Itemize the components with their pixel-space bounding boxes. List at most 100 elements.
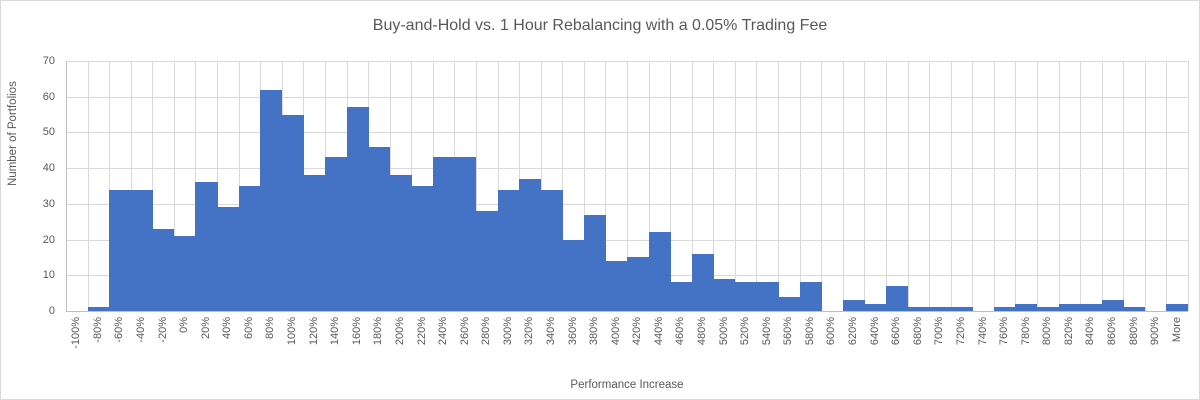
bar (734, 282, 757, 311)
gridline-vertical (152, 61, 154, 311)
bar (540, 189, 563, 311)
x-tick-label: 440% (652, 317, 665, 346)
x-tick-label: 420% (631, 317, 644, 346)
x-axis-title: Performance Increase (570, 379, 684, 391)
gridline-vertical (821, 61, 823, 311)
x-tick-label: 360% (566, 317, 579, 346)
y-tick-label: 60 (42, 90, 55, 103)
bar (950, 307, 973, 311)
x-tick-label: 280% (480, 317, 493, 346)
x-tick-label: 860% (1105, 317, 1118, 346)
bar (1015, 303, 1038, 311)
gridline-vertical (756, 61, 758, 311)
bar (195, 182, 218, 311)
bar (648, 232, 671, 311)
x-tick-label: 740% (976, 317, 989, 346)
bar (713, 278, 736, 311)
x-tick-label: 480% (696, 317, 709, 346)
gridline-vertical (1166, 61, 1168, 311)
bar (238, 186, 261, 311)
x-tick-label: 520% (739, 317, 752, 346)
bar (475, 211, 499, 311)
x-tick-label: -100% (70, 317, 83, 349)
bar (411, 186, 434, 311)
x-tick-label: 400% (609, 317, 622, 346)
x-tick-label: 780% (1019, 317, 1032, 346)
bar (799, 282, 822, 311)
gridline-vertical (713, 61, 715, 311)
gridline-vertical (1144, 61, 1146, 311)
bar (217, 207, 240, 311)
bar (929, 307, 952, 311)
x-tick-label: 560% (782, 317, 795, 346)
gridline-vertical (1101, 61, 1103, 311)
x-tick-label: 680% (911, 317, 924, 346)
gridline-vertical (540, 61, 542, 311)
bar (346, 107, 369, 311)
x-tick-label: 800% (1041, 317, 1054, 346)
gridline-vertical (173, 61, 175, 311)
bar (756, 282, 779, 311)
bar (1123, 307, 1146, 311)
x-tick-label: -20% (156, 317, 169, 343)
bar (454, 157, 477, 311)
y-tick-label: 20 (42, 233, 55, 246)
x-tick-label: 220% (415, 317, 428, 346)
x-tick-label: 380% (588, 317, 601, 346)
gridline-vertical (691, 61, 693, 311)
y-tick-label: 10 (42, 269, 55, 282)
bar (303, 175, 326, 311)
x-tick-label: 80% (264, 317, 277, 340)
y-axis-line (66, 61, 67, 311)
x-tick-label: 260% (458, 317, 471, 346)
bar (864, 303, 887, 311)
bar (519, 178, 542, 311)
x-tick-label: 20% (199, 317, 212, 340)
x-tick-label: 700% (933, 317, 946, 346)
x-tick-label: -60% (113, 317, 126, 343)
bar (691, 253, 714, 311)
gridline-vertical (217, 61, 219, 311)
gridline-vertical (864, 61, 866, 311)
gridline-vertical (993, 61, 995, 311)
bar (260, 89, 283, 311)
gridline-vertical (972, 61, 974, 311)
x-tick-label: 840% (1084, 317, 1097, 346)
bar (605, 261, 628, 311)
gridline-vertical (778, 61, 780, 311)
gridline-vertical (1036, 61, 1038, 311)
x-tick-label: 660% (890, 317, 903, 346)
x-tick-label: 120% (307, 317, 320, 346)
gridline-vertical (670, 61, 672, 311)
x-tick-label: 820% (1062, 317, 1075, 346)
bar (562, 239, 585, 311)
y-tick-label: 30 (42, 197, 55, 210)
bar (627, 257, 650, 311)
x-tick-label: -40% (135, 317, 148, 343)
bar (670, 282, 693, 311)
gridline-vertical (130, 61, 132, 311)
bar (1101, 300, 1124, 311)
gridline-vertical (627, 61, 628, 311)
gridline-vertical (885, 61, 887, 311)
gridline-vertical (583, 61, 585, 311)
gridline-vertical (950, 61, 952, 311)
chart-title: Buy-and-Hold vs. 1 Hour Rebalancing with… (372, 17, 828, 34)
x-tick-label: 720% (954, 317, 967, 346)
x-tick-label: 180% (372, 317, 385, 346)
x-tick-label: 760% (998, 317, 1011, 346)
x-tick-label: 60% (242, 317, 255, 340)
bar (842, 300, 865, 311)
bar (885, 286, 908, 311)
bar (173, 236, 196, 311)
x-tick-label: 580% (803, 317, 816, 346)
gridline-vertical (475, 61, 477, 311)
bar (281, 114, 304, 311)
y-tick-label: 50 (42, 126, 55, 139)
x-tick-label: 880% (1127, 317, 1140, 346)
x-tick-label: More (1170, 317, 1183, 343)
gridline-vertical (87, 61, 89, 311)
bar (87, 307, 110, 311)
gridline-vertical (605, 61, 607, 311)
